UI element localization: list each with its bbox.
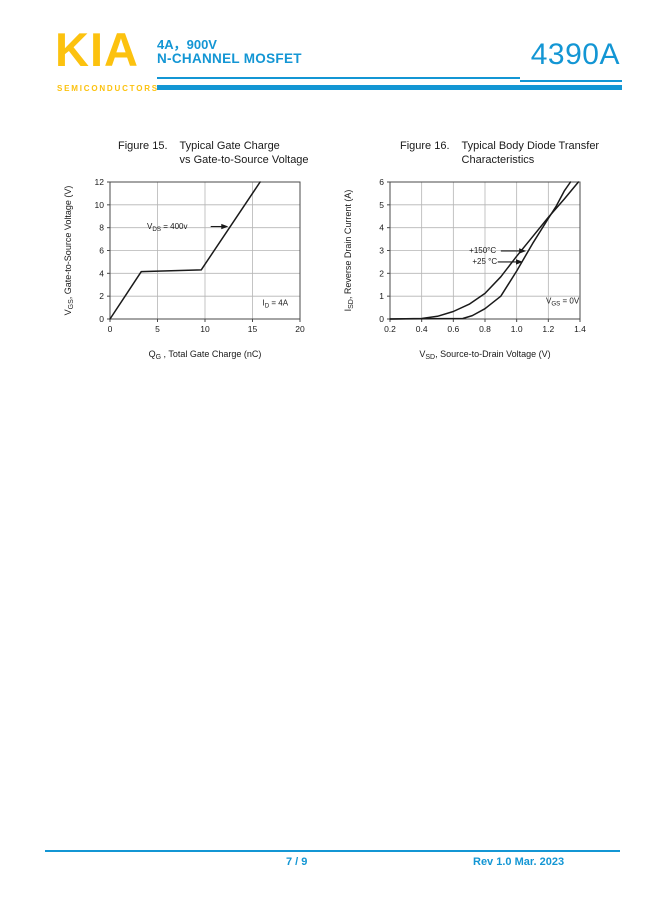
y-tick-label: 0: [99, 314, 104, 324]
vgs-condition-label: VGS = 0V: [546, 297, 580, 308]
x-tick-label: 20: [295, 324, 305, 334]
fig15-y-axis-label: VGS, Gate-to-Source Voltage (V): [63, 186, 75, 316]
figure-15: Figure 15. Typical Gate Charge vs Gate-t…: [58, 140, 320, 377]
page-indicator: 7 / 9: [286, 856, 308, 868]
y-tick-label: 6: [99, 246, 104, 256]
figure-16-title-label: Figure 16.: [400, 140, 450, 152]
fig16-plot: 0.2 0.4 0.6 0.8 1.0 1.2 1.4 0 1 2 3 4 5 6 +150°C +25 °C…: [343, 177, 586, 361]
figure-15-title-text: Typical Gate Charge vs Gate-to-Source Vo…: [180, 140, 309, 167]
curve-gate-charge-curve: [109, 181, 261, 320]
gate-charge-chart: 0 5 10 15 20 0 2 4 6 8 10 12 VDS = 400v ID = 4A QG , T…: [58, 172, 320, 377]
body-diode-chart: 0.2 0.4 0.6 0.8 1.0 1.2 1.4 0 1 2 3 4 5 6 +150°C +25 °C…: [338, 172, 606, 377]
device-rating: 4A，900V: [157, 37, 217, 52]
figure-15-title-label: Figure 15.: [118, 140, 168, 152]
x-tick-label: 0.2: [384, 324, 396, 334]
y-tick-label: 5: [379, 200, 384, 210]
x-tick-label: 0: [108, 324, 113, 334]
header-rule-thin-right: [520, 80, 622, 82]
y-tick-label: 3: [379, 246, 384, 256]
kia-logo-subtext: SEMICONDUCTORS: [57, 84, 159, 93]
y-tick-label: 10: [95, 200, 105, 210]
figure-16-title-text: Typical Body Diode Transfer Characterist…: [462, 140, 600, 167]
vds-condition-label: VDS = 400v: [147, 222, 187, 233]
figure-16: Figure 16. Typical Body Diode Transfer C…: [338, 140, 606, 377]
header-rule-thick: [157, 85, 622, 90]
id-condition-label: ID = 4A: [262, 298, 288, 309]
y-tick-label: 1: [379, 291, 384, 301]
fig15-x-axis-label: QG , Total Gate Charge (nC): [149, 349, 262, 361]
part-number: 4390A: [530, 38, 620, 71]
x-tick-label: 10: [200, 324, 210, 334]
fig15-plot: 0 5 10 15 20 0 2 4 6 8 10 12 VDS = 400v ID = 4A QG , T…: [63, 177, 305, 361]
kia-logo: KIA: [55, 23, 139, 76]
temp-150-label-arrowhead: [519, 248, 527, 254]
fig16-x-axis-label: VSD, Source-to-Drain Voltage (V): [419, 349, 550, 361]
figure-16-title: Figure 16. Typical Body Diode Transfer C…: [338, 140, 606, 167]
header-rule-thin-left: [157, 77, 520, 79]
x-tick-label: 0.4: [416, 324, 428, 334]
fig16-y-axis-label: ISD, Reverse Drain Current (A): [343, 190, 355, 312]
figure-16-title-line1: Typical Body Diode Transfer: [461, 140, 600, 152]
x-tick-label: 0.8: [479, 324, 491, 334]
y-tick-label: 8: [99, 223, 104, 233]
temp-25-label: +25 °C: [472, 257, 497, 266]
y-tick-label: 6: [379, 177, 384, 187]
x-tick-label: 0.6: [447, 324, 459, 334]
x-tick-label: 15: [248, 324, 258, 334]
y-tick-label: 4: [99, 268, 104, 278]
x-tick-label: 1.0: [511, 324, 523, 334]
figure-16-title-line2: Characteristics: [461, 153, 535, 166]
figure-15-title: Figure 15. Typical Gate Charge vs Gate-t…: [58, 140, 320, 167]
device-type: N-CHANNEL MOSFET: [157, 51, 302, 66]
temp-150-label: +150°C: [469, 246, 496, 255]
figure-15-title-line1: Typical Gate Charge: [179, 140, 280, 152]
temp-25-label-arrowhead: [516, 259, 523, 265]
revision-label: Rev 1.0 Mar. 2023: [473, 856, 565, 868]
y-tick-label: 0: [379, 314, 384, 324]
x-tick-label: 5: [155, 324, 160, 334]
curve-+25 °C: [389, 181, 572, 320]
vds-condition-label-arrowhead: [221, 223, 229, 230]
footer-rule: [45, 850, 620, 852]
x-tick-label: 1.2: [542, 324, 554, 334]
figure-15-title-line2: vs Gate-to-Source Voltage: [179, 153, 309, 166]
y-tick-label: 4: [379, 223, 384, 233]
x-tick-label: 1.4: [574, 324, 586, 334]
y-tick-label: 12: [95, 177, 105, 187]
y-tick-label: 2: [99, 291, 104, 301]
y-tick-label: 2: [379, 268, 384, 278]
